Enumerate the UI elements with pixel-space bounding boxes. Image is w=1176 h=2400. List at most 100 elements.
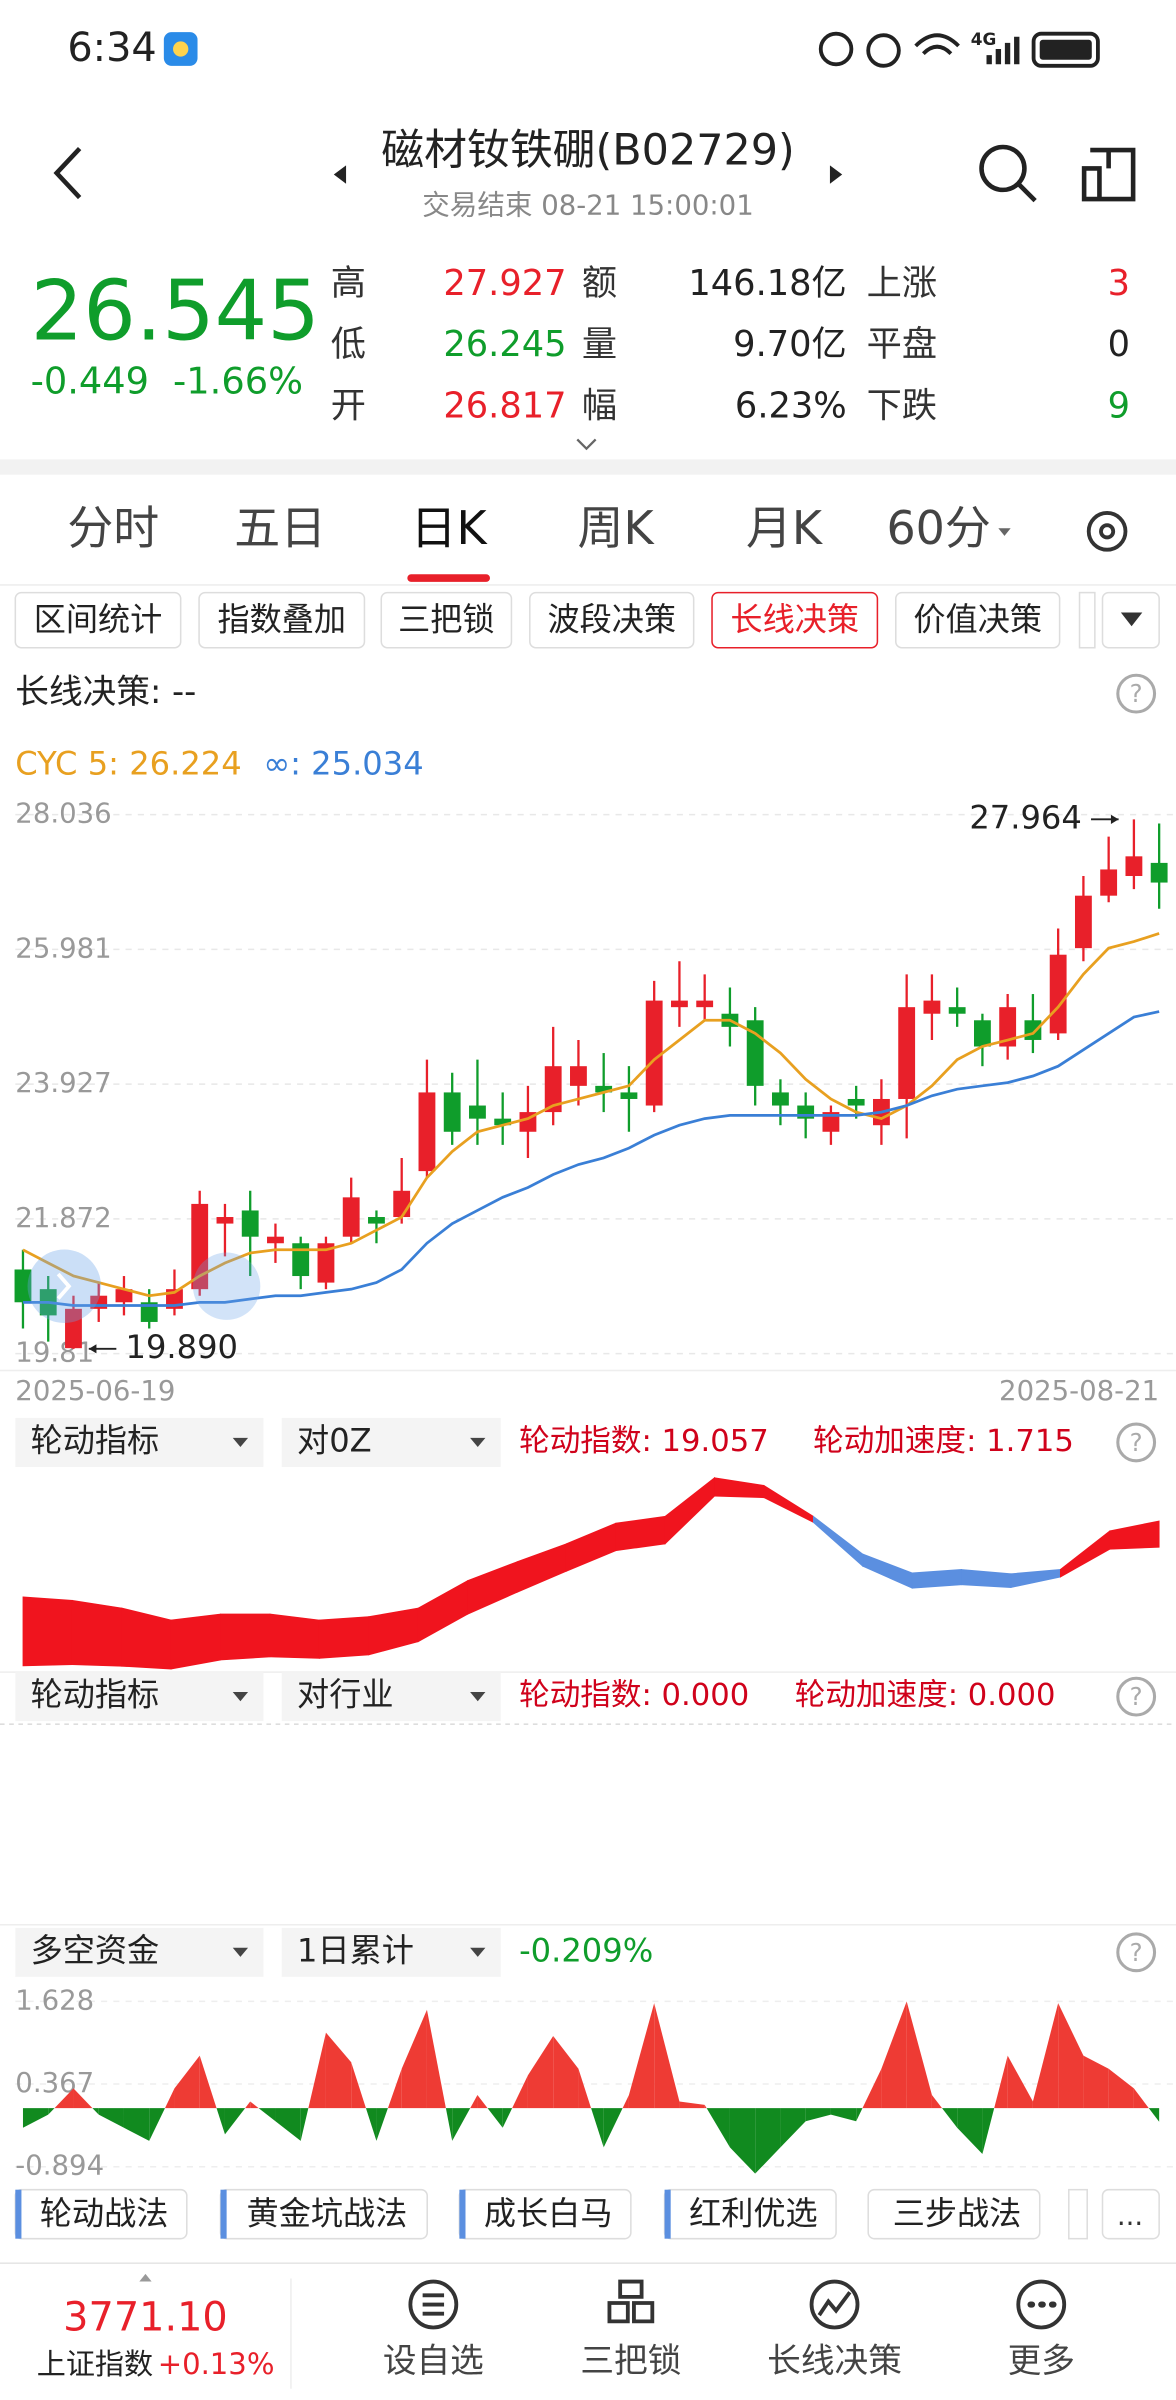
area-segment — [426, 2009, 446, 2109]
more-button[interactable] — [1101, 2188, 1160, 2240]
strategy-accent — [459, 2189, 466, 2239]
candle-body — [671, 1000, 688, 1008]
trade-status: 交易结束 08-21 15:00:01 — [422, 190, 753, 222]
index-value[interactable]: 3771.10 — [63, 2294, 228, 2340]
period-tab[interactable]: 周K — [578, 501, 656, 555]
stat-value: 27.927 — [443, 263, 566, 304]
candle-body — [570, 1066, 587, 1086]
settings-icon[interactable] — [1086, 511, 1128, 552]
area-segment — [830, 2108, 857, 2122]
strategy-tab[interactable] — [867, 2188, 1041, 2240]
nav-icon[interactable] — [1016, 2279, 1067, 2330]
selector-label[interactable]: 轮动指标 — [31, 1676, 160, 1714]
stat-value: 26.817 — [443, 385, 566, 426]
selector[interactable] — [15, 1417, 264, 1467]
change-percent: -1.66% — [173, 359, 303, 402]
selector[interactable] — [15, 1927, 264, 1977]
more-label[interactable]: ... — [1117, 2200, 1143, 2232]
period-tab[interactable]: 日K — [411, 501, 489, 555]
candle-body — [1100, 869, 1118, 896]
selector[interactable] — [281, 1417, 501, 1467]
candle-body — [696, 1000, 714, 1008]
candle-body — [1024, 1020, 1042, 1040]
index-name[interactable]: 上证指数 — [37, 2347, 153, 2381]
period-tab[interactable]: 60分 — [886, 501, 990, 555]
help-icon[interactable] — [1116, 1422, 1157, 1463]
area-segment — [365, 2108, 377, 2141]
selector[interactable] — [15, 1672, 264, 1722]
nav-label[interactable]: 长线决策 — [767, 2341, 902, 2380]
strategy-label[interactable]: 黄金坑战法 — [247, 2195, 408, 2233]
strategy-label[interactable]: 三步战法 — [893, 2195, 1022, 2233]
selector-arrow — [232, 1947, 249, 1957]
bottom-nav: 设自选 三把锁 长线决策 更多 — [383, 2341, 1075, 2380]
area-segment — [502, 2108, 513, 2128]
candle-body — [923, 1000, 941, 1014]
tool-button[interactable] — [711, 591, 879, 649]
area-segment — [706, 2108, 730, 2148]
selector[interactable] — [281, 1672, 501, 1722]
strategy-label[interactable]: 成长白马 — [484, 2195, 613, 2233]
nav-icon[interactable] — [809, 2279, 860, 2330]
battery-level — [1039, 39, 1092, 60]
tool-label[interactable]: 区间统计 — [34, 601, 163, 639]
selector-label[interactable]: 轮动指标 — [31, 1421, 160, 1459]
stat-label: 量 — [582, 324, 617, 365]
period-tab[interactable]: 分时 — [67, 501, 159, 555]
overlay-button[interactable] — [27, 1249, 102, 1323]
tool-button[interactable] — [198, 591, 366, 649]
band-segment — [1109, 1520, 1160, 1550]
selector-label[interactable]: 对行业 — [297, 1676, 393, 1714]
area-segment — [603, 2108, 623, 2148]
period-tab[interactable]: 月K — [746, 501, 824, 555]
expand-arrow[interactable] — [576, 438, 597, 451]
help-icon[interactable] — [1116, 1676, 1157, 1717]
nav-label[interactable]: 三把锁 — [580, 2341, 681, 2380]
search-icon[interactable] — [979, 144, 1027, 193]
strategy-label[interactable]: 轮动战法 — [40, 2195, 169, 2233]
strategy-tabs: 轮动战法 黄金坑战法 成长白马 红利优选 三步战法 — [14, 2188, 1088, 2240]
stat-value: 6.23% — [735, 385, 847, 426]
candle-body — [14, 1269, 32, 1303]
tool-label[interactable]: 波段决策 — [547, 601, 676, 639]
overlay-button[interactable] — [192, 1252, 261, 1320]
help-icon[interactable] — [1116, 1932, 1157, 1973]
area-segment — [351, 2062, 366, 2109]
signal-icon — [986, 36, 1020, 65]
help-icon[interactable] — [1116, 673, 1157, 714]
stat-label: 高 — [331, 263, 366, 304]
tool-label[interactable]: 指数叠加 — [217, 601, 346, 639]
selector-label[interactable]: 1日累计 — [297, 1931, 414, 1969]
selector-label[interactable]: 多空资金 — [31, 1931, 160, 1969]
nav-icon[interactable] — [408, 2279, 459, 2330]
tool-label[interactable]: 价值决策 — [913, 601, 1042, 639]
back-button[interactable] — [53, 146, 82, 200]
tool-button[interactable] — [380, 591, 513, 649]
selector-label[interactable]: 对0Z — [297, 1421, 372, 1459]
series-label: 轮动加速度: 1.715 — [813, 1424, 1074, 1459]
y-tick-label: 28.036 — [15, 798, 111, 830]
tool-button[interactable] — [895, 591, 1061, 649]
selector[interactable] — [281, 1927, 501, 1977]
prev-arrow[interactable] — [333, 165, 347, 184]
next-arrow[interactable] — [829, 165, 843, 184]
tool-label[interactable]: 三把锁 — [398, 601, 494, 639]
y-tick-label: 23.927 — [15, 1067, 111, 1099]
tool-label[interactable]: 长线决策 — [730, 601, 859, 639]
ma-line — [22, 1010, 1160, 1307]
tool-button[interactable] — [14, 591, 182, 649]
index-change[interactable]: +0.13% — [158, 2347, 275, 2381]
strategy-accent — [220, 2189, 227, 2239]
tool-button[interactable] — [529, 591, 695, 649]
nav-icon[interactable] — [607, 2279, 655, 2324]
candle-body — [822, 1112, 840, 1132]
share-icon[interactable] — [1081, 147, 1136, 202]
candle-body — [342, 1197, 360, 1237]
nav-label[interactable]: 更多 — [1008, 2341, 1075, 2380]
nav-label[interactable]: 设自选 — [383, 2341, 484, 2380]
strategy-label[interactable]: 红利优选 — [689, 2195, 818, 2233]
y-tick-label: 0.367 — [15, 2067, 94, 2099]
period-tab[interactable]: 五日 — [234, 501, 326, 555]
ticker-arrow[interactable] — [139, 2273, 152, 2282]
